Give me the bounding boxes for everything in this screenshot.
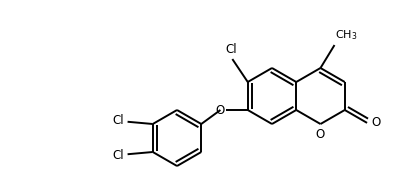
Text: CH$_3$: CH$_3$ <box>335 28 358 42</box>
Text: O: O <box>316 128 325 141</box>
Text: Cl: Cl <box>225 43 237 56</box>
Text: O: O <box>371 116 380 129</box>
Text: O: O <box>216 103 225 117</box>
Text: Cl: Cl <box>112 149 124 162</box>
Text: Cl: Cl <box>112 114 124 127</box>
